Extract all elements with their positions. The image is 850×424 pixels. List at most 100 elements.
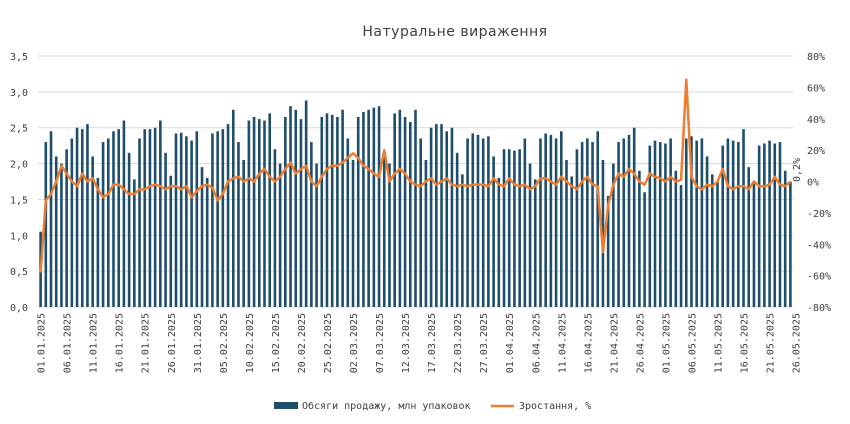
bar xyxy=(91,156,94,307)
bar xyxy=(356,116,360,308)
bar xyxy=(205,177,209,307)
bar xyxy=(440,124,443,307)
bar xyxy=(242,159,245,307)
bar xyxy=(497,177,501,307)
bar xyxy=(362,111,365,307)
bar xyxy=(664,143,667,307)
line-end-annotation: 0,2% xyxy=(792,158,803,182)
bar xyxy=(294,109,298,307)
x-tick-label: 21.05.2025 xyxy=(766,313,777,373)
bar xyxy=(75,127,79,308)
bar xyxy=(174,133,178,307)
right-tick-label: -40% xyxy=(807,240,831,251)
bar xyxy=(336,116,339,308)
bar xyxy=(658,142,662,307)
x-tick-label: 10.02.2025 xyxy=(245,313,256,373)
bar xyxy=(320,116,324,308)
bar xyxy=(778,142,782,307)
bar xyxy=(638,170,641,307)
chart-title: Натуральне вираження xyxy=(362,24,547,40)
bar xyxy=(502,149,506,307)
bar xyxy=(684,138,688,307)
bar xyxy=(133,179,136,307)
bar xyxy=(377,106,381,307)
bar xyxy=(518,149,521,307)
bar xyxy=(757,145,761,307)
bar xyxy=(768,140,771,307)
bar xyxy=(549,134,553,307)
bar xyxy=(466,138,469,307)
bar xyxy=(159,120,162,307)
right-tick-label: -80% xyxy=(807,303,831,314)
bar xyxy=(211,133,214,307)
bar xyxy=(284,116,287,308)
bar xyxy=(325,113,329,308)
right-tick-label: 20% xyxy=(807,146,825,157)
bar xyxy=(492,156,495,307)
bar xyxy=(252,116,256,308)
x-tick-label: 12.03.2025 xyxy=(401,313,412,373)
bar xyxy=(789,181,792,307)
x-tick-label: 07.03.2025 xyxy=(375,313,386,373)
x-tick-label: 17.03.2025 xyxy=(427,313,438,373)
bar xyxy=(705,156,709,307)
left-tick-label: 0,0 xyxy=(10,303,28,314)
bar xyxy=(559,131,563,307)
bar xyxy=(445,131,449,307)
bar xyxy=(60,163,63,307)
bar xyxy=(461,174,464,307)
bar xyxy=(487,136,490,307)
bar-series xyxy=(39,100,792,308)
x-tick-label: 26.01.2025 xyxy=(167,313,178,373)
bar xyxy=(586,138,589,307)
bar xyxy=(716,181,719,307)
bar xyxy=(643,192,646,307)
x-tick-label: 15.02.2025 xyxy=(271,313,282,373)
bar xyxy=(408,121,412,307)
bar xyxy=(263,120,266,307)
bar xyxy=(112,131,115,307)
bar xyxy=(398,109,402,307)
x-tick-label: 11.01.2025 xyxy=(89,313,100,373)
bar xyxy=(591,142,594,307)
bar xyxy=(726,138,730,307)
x-tick-label: 02.03.2025 xyxy=(349,313,360,373)
bar xyxy=(96,177,100,307)
bar xyxy=(86,124,89,307)
bar xyxy=(101,142,105,307)
x-tick-label: 27.03.2025 xyxy=(479,313,490,373)
bar xyxy=(653,140,657,307)
bar xyxy=(669,138,672,307)
bar xyxy=(414,109,417,307)
bar xyxy=(382,156,386,307)
left-tick-label: 3,0 xyxy=(10,88,28,99)
bar xyxy=(523,138,527,307)
bar xyxy=(533,179,537,307)
bar xyxy=(575,149,579,307)
bar xyxy=(601,159,605,307)
bar xyxy=(65,149,68,307)
bar xyxy=(539,138,542,307)
bar xyxy=(388,163,391,307)
bar xyxy=(195,131,199,307)
bar xyxy=(429,127,433,308)
bar xyxy=(346,138,350,307)
x-tick-label: 01.04.2025 xyxy=(505,313,516,373)
x-tick-label: 05.02.2025 xyxy=(219,313,230,373)
bar xyxy=(679,185,683,307)
x-tick-label: 26.05.2025 xyxy=(792,313,803,373)
bar xyxy=(622,138,626,307)
bar xyxy=(617,142,620,307)
bar xyxy=(674,170,678,307)
x-tick-label: 06.05.2025 xyxy=(687,313,698,373)
bar xyxy=(237,142,240,307)
bar xyxy=(783,170,787,307)
right-tick-label: 80% xyxy=(807,52,825,63)
bar xyxy=(721,145,725,307)
bar xyxy=(544,133,547,307)
bar xyxy=(747,167,751,307)
bar xyxy=(606,195,610,307)
bar xyxy=(554,138,558,307)
left-tick-label: 2,0 xyxy=(10,160,28,171)
